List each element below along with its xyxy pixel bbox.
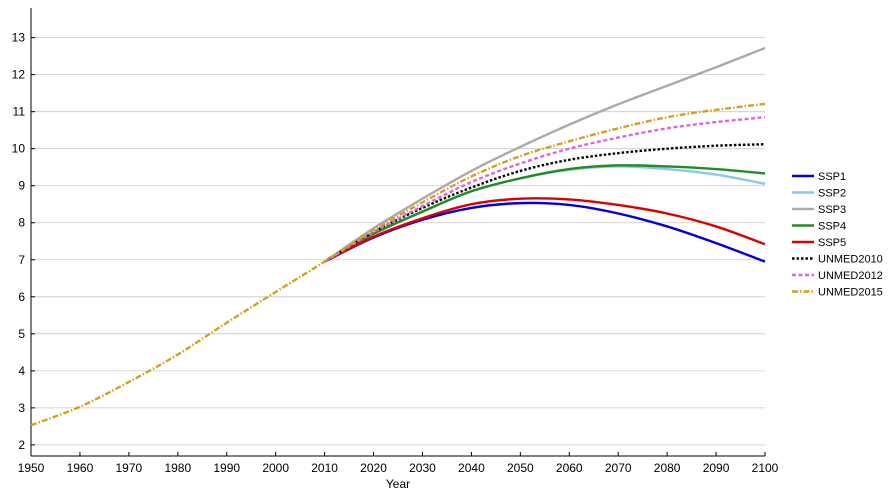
y-tick-label: 5 <box>18 327 25 341</box>
y-tick-label: 12 <box>12 68 26 82</box>
series-line-unmed2012 <box>323 116 766 263</box>
x-tick-label: 2060 <box>556 461 583 475</box>
legend-label: UNMED2015 <box>818 287 883 299</box>
legend-label: SSP2 <box>818 188 846 200</box>
grid-lines <box>31 37 765 446</box>
x-tick-label: 1990 <box>213 461 240 475</box>
x-tick-label: 2010 <box>311 461 338 475</box>
legend-label: SSP3 <box>818 204 846 216</box>
y-tick-label: 10 <box>12 142 26 156</box>
y-axis-ticks: 2 3 4 5 6 7 8 9 10 11 12 13 <box>12 31 35 452</box>
legend-label: SSP1 <box>818 171 846 183</box>
legend-label: UNMED2012 <box>818 270 883 282</box>
x-tick-label: 2100 <box>752 461 779 475</box>
y-tick-label: 2 <box>18 438 25 452</box>
y-tick-label: 9 <box>18 179 25 193</box>
series-line-ssp5 <box>324 197 766 263</box>
y-tick-label: 7 <box>18 253 25 267</box>
x-tick-label: 2090 <box>703 461 730 475</box>
legend: SSP1 SSP2 SSP3 SSP4 SSP5 UNMED2010 UNMED2012 UN… <box>792 171 883 299</box>
x-tick-label: 1970 <box>116 461 143 475</box>
x-tick-label: 2020 <box>360 461 387 475</box>
x-tick-label: 1960 <box>67 461 94 475</box>
x-tick-label: 1980 <box>164 461 191 475</box>
x-axis-label: Year <box>386 477 410 491</box>
series-line-ssp1 <box>324 201 766 263</box>
y-tick-label: 3 <box>18 401 25 415</box>
y-tick-label: 4 <box>18 364 25 378</box>
legend-label: SSP5 <box>818 237 846 249</box>
x-tick-label: 1950 <box>18 461 45 475</box>
axes <box>30 8 765 457</box>
x-tick-label: 2050 <box>507 461 534 475</box>
y-tick-label: 13 <box>12 31 26 45</box>
legend-label: SSP4 <box>818 221 846 233</box>
x-tick-label: 2070 <box>605 461 632 475</box>
series-lines <box>30 46 766 427</box>
series-line-ssp4 <box>324 164 766 263</box>
x-axis-ticks: 1950 1960 1970 1980 1990 2000 2010 2020 2030 2040… <box>18 452 779 475</box>
series-line-unmed2015 <box>30 102 766 427</box>
x-tick-label: 2040 <box>458 461 485 475</box>
y-tick-label: 6 <box>18 290 25 304</box>
x-tick-label: 2030 <box>409 461 436 475</box>
x-tick-label: 2080 <box>654 461 681 475</box>
y-tick-label: 8 <box>18 216 25 230</box>
legend-label: UNMED2010 <box>818 254 883 266</box>
series-line-ssp2 <box>324 165 766 263</box>
y-tick-label: 11 <box>13 105 26 119</box>
x-tick-label: 2000 <box>262 461 289 475</box>
series-line-ssp3 <box>323 46 766 263</box>
